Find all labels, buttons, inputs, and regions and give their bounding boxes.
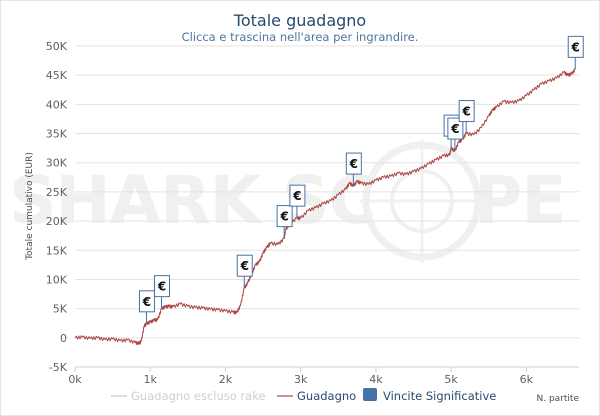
flag-box bbox=[154, 275, 171, 298]
watermark-text-left: SHARK SC bbox=[9, 162, 376, 239]
legend-item-guadagno[interactable]: Guadagno bbox=[277, 389, 356, 403]
euro-icon: € bbox=[450, 122, 459, 136]
watermark: SHARK SC PE bbox=[9, 139, 566, 263]
legend-label-guadagno: Guadagno bbox=[297, 389, 356, 403]
crosshair-logo-icon bbox=[360, 139, 484, 263]
x-tick-label: 5k bbox=[444, 373, 458, 386]
y-axis-title: Totale cumulativo (EUR) bbox=[25, 152, 35, 261]
grid-lines bbox=[75, 45, 579, 368]
x-tick-label: 3k bbox=[294, 373, 308, 386]
euro-icon: € bbox=[349, 157, 358, 171]
chart-title: Totale guadagno bbox=[233, 11, 366, 30]
significant-win-flag[interactable]: € bbox=[289, 184, 306, 219]
x-tick-label: 4k bbox=[369, 373, 383, 386]
flag-box bbox=[567, 35, 584, 58]
y-axis-ticks: -5K 0 5K 10K 15K 20K 25K 30K 35K 40K 45K 50K bbox=[46, 40, 68, 374]
y-tick-label: 25K bbox=[46, 186, 68, 199]
significant-win-flag[interactable]: € bbox=[458, 100, 475, 134]
y-tick-label: 45K bbox=[46, 69, 68, 82]
x-tick-label: 1k bbox=[144, 373, 158, 386]
legend[interactable]: Guadagno escluso rake Guadagno Vincite S… bbox=[111, 388, 496, 403]
x-tick-label: 2k bbox=[219, 373, 233, 386]
flag-box bbox=[447, 117, 464, 140]
flag-box bbox=[138, 290, 155, 313]
euro-icon: € bbox=[292, 189, 301, 203]
euro-icon: € bbox=[571, 40, 580, 54]
legend-label-escluso-rake: Guadagno escluso rake bbox=[131, 389, 266, 403]
euro-icon: € bbox=[240, 259, 249, 273]
y-tick-label: 5K bbox=[53, 303, 68, 316]
y-tick-label: 40K bbox=[46, 98, 68, 111]
x-tick-label: 0k bbox=[68, 373, 82, 386]
y-tick-label: 0 bbox=[60, 332, 67, 345]
y-tick-label: 35K bbox=[46, 128, 68, 141]
euro-icon: € bbox=[142, 295, 151, 309]
y-tick-label: 15K bbox=[46, 244, 68, 257]
significant-wins-layer[interactable]: €€€€€€€€€€ bbox=[138, 35, 584, 324]
significant-win-flag[interactable]: € bbox=[447, 117, 464, 152]
flag-box bbox=[458, 100, 475, 123]
y-tick-label: 30K bbox=[46, 157, 68, 170]
flag-box bbox=[236, 254, 253, 277]
flag-box bbox=[276, 205, 293, 228]
euro-icon: € bbox=[461, 105, 470, 119]
watermark-text-right: PE bbox=[474, 162, 565, 239]
significant-win-flag[interactable]: € bbox=[236, 254, 253, 289]
y-tick-label: 10K bbox=[46, 273, 68, 286]
significant-win-flag[interactable]: € bbox=[567, 35, 584, 70]
legend-item-escluso-rake[interactable]: Guadagno escluso rake bbox=[111, 389, 266, 403]
series-line-guadagno bbox=[74, 68, 576, 346]
legend-item-vincite[interactable]: Vincite Significative bbox=[363, 388, 496, 403]
series-layer bbox=[74, 68, 576, 346]
y-tick-label: 20K bbox=[46, 215, 68, 228]
euro-icon: € bbox=[157, 280, 166, 294]
chart-subtitle: Clicca e trascina nell'area per ingrandi… bbox=[182, 30, 419, 44]
significant-win-flag[interactable]: € bbox=[276, 205, 293, 239]
flag-box bbox=[345, 152, 362, 175]
legend-label-vincite: Vincite Significative bbox=[383, 389, 496, 403]
significant-win-flag[interactable]: € bbox=[138, 290, 155, 324]
x-tick-label: 6k bbox=[520, 373, 534, 386]
significant-win-flag[interactable]: € bbox=[345, 152, 362, 187]
flag-box bbox=[289, 184, 306, 207]
x-axis-ticks: 0k 1k 2k 3k 4k 5k 6k bbox=[68, 366, 579, 386]
legend-box-vincite bbox=[363, 388, 377, 401]
euro-icon: € bbox=[279, 210, 288, 224]
y-tick-label: -5K bbox=[49, 361, 68, 374]
significant-win-flag[interactable]: € bbox=[154, 275, 171, 309]
y-tick-label: 50K bbox=[46, 40, 68, 53]
x-axis-title: N. partite bbox=[537, 394, 580, 404]
